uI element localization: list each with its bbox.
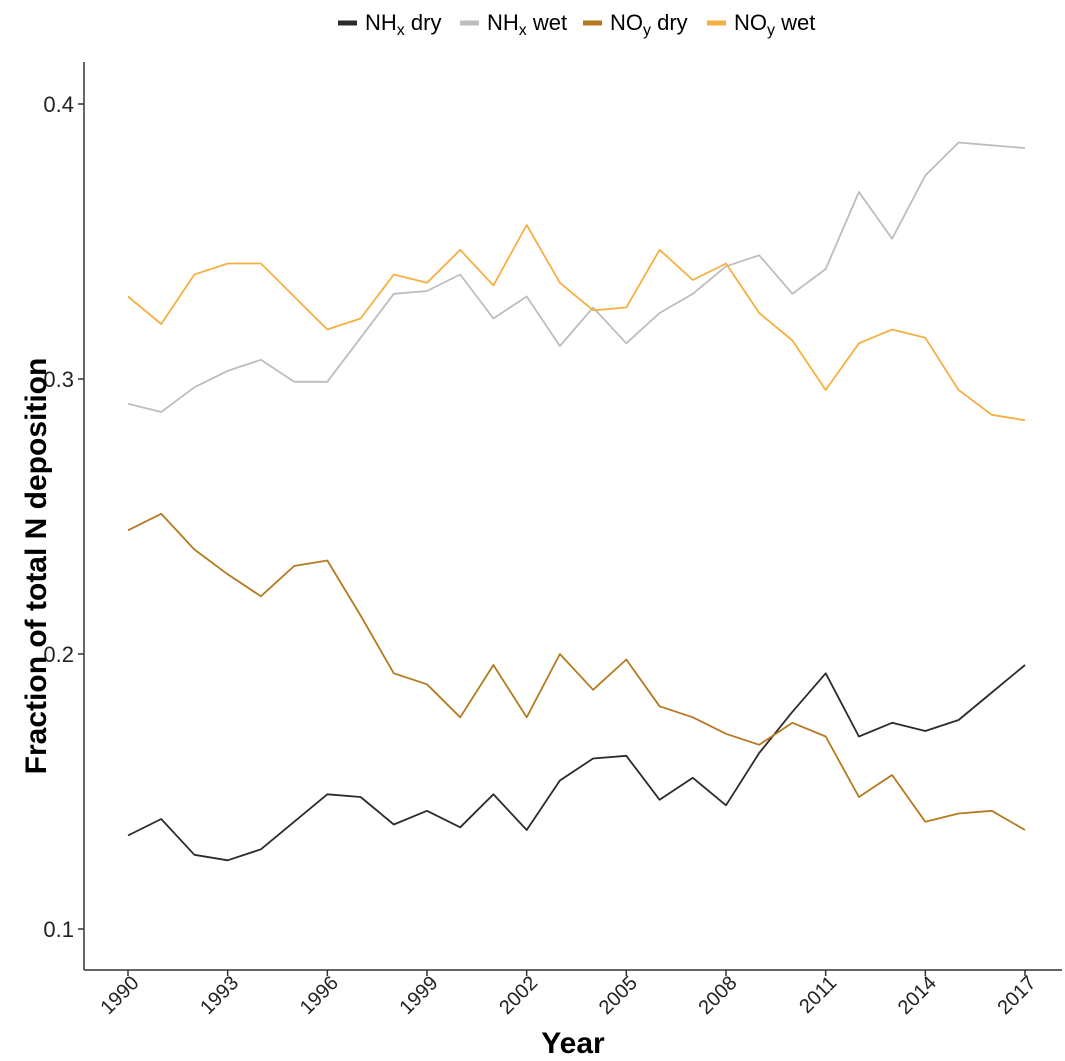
x-axis-ticks: 1990 1993 1996 1999 2002 2005 2008 2011 2014 2017 xyxy=(97,970,1041,1019)
legend-label: NHx dry xyxy=(365,10,441,39)
y-tick-label: 0.1 xyxy=(43,917,74,942)
legend-label: NOy dry xyxy=(610,10,688,39)
y-tick-label: 0.4 xyxy=(43,92,74,117)
x-tick-label: 2017 xyxy=(994,972,1041,1019)
y-axis-ticks: 0.1 0.2 0.3 0.4 xyxy=(43,92,84,942)
series-line-no-y-dry xyxy=(127,512,1026,831)
axes xyxy=(83,62,1062,971)
x-tick-label: 1990 xyxy=(97,972,144,1019)
x-tick-label: 2008 xyxy=(695,972,742,1019)
legend: NHx dry NHx wet NOy dry NOy wet xyxy=(338,10,815,39)
x-tick-label: 2011 xyxy=(795,972,841,1018)
x-tick-label: 1993 xyxy=(196,972,243,1019)
x-tick-label: 1999 xyxy=(396,972,443,1019)
y-axis-title: Fraction of total N deposition xyxy=(20,358,53,775)
y-tick-label: 0.2 xyxy=(43,642,74,667)
x-tick-label: 2005 xyxy=(595,972,642,1019)
series-line-nh-x-wet xyxy=(127,141,1026,413)
x-axis-title: Year xyxy=(541,1027,605,1060)
y-tick-label: 0.3 xyxy=(43,367,74,392)
series-lines xyxy=(127,141,1026,862)
legend-label: NOy wet xyxy=(734,10,815,39)
x-tick-label: 2014 xyxy=(894,972,941,1019)
legend-label: NHx wet xyxy=(487,10,567,39)
series-line-no-y-wet xyxy=(127,224,1026,422)
x-tick-label: 1996 xyxy=(296,972,343,1019)
series-line-nh-x-dry xyxy=(127,664,1026,862)
x-tick-label: 2002 xyxy=(495,972,542,1019)
